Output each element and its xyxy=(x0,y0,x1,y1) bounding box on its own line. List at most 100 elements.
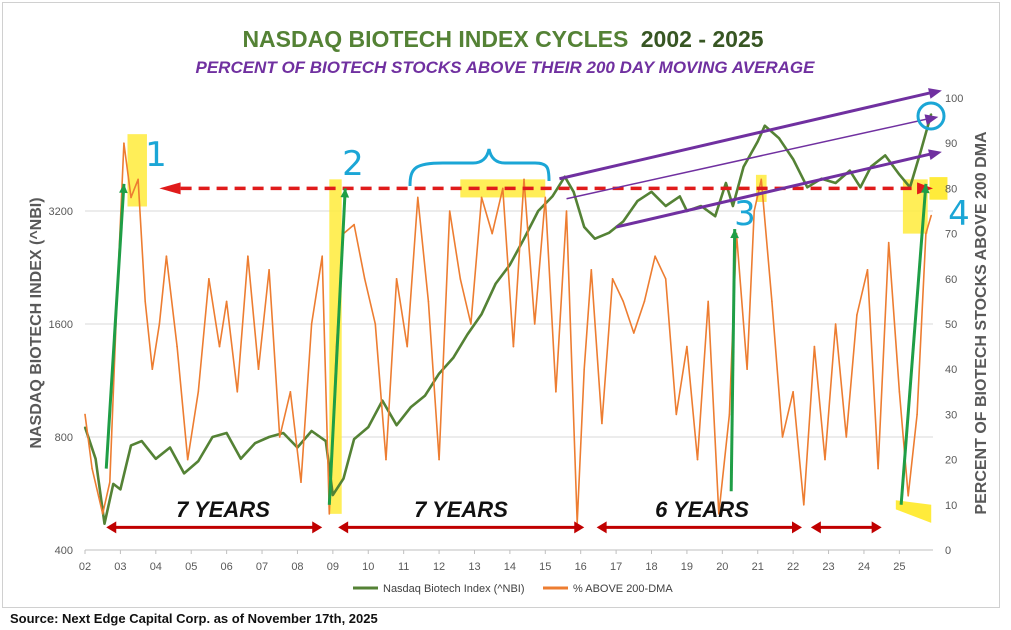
nbi-point xyxy=(583,226,586,228)
green-arrowhead xyxy=(730,229,739,239)
x-tick-label: 16 xyxy=(575,561,587,573)
nbi-point xyxy=(551,195,554,198)
pct-point xyxy=(633,332,635,334)
nbi-point xyxy=(898,173,901,176)
pct-point xyxy=(137,178,139,181)
x-tick-label: 14 xyxy=(504,561,516,573)
pct-point xyxy=(771,300,773,303)
cycle-arrowhead-left xyxy=(338,521,349,534)
nbi-point xyxy=(84,426,86,428)
cycle-arrowhead-right xyxy=(312,521,323,534)
chart-svg: NASDAQ BIOTECH INDEX CYCLES 2002 - 2025 … xyxy=(28,26,990,595)
cycle-label-3: 6 YEARS xyxy=(655,497,749,522)
x-tick-label: 05 xyxy=(185,561,197,573)
pct-point xyxy=(151,368,154,371)
y-left-tick: 800 xyxy=(55,432,73,444)
nbi-point xyxy=(778,137,780,140)
cycle-arrowhead-left xyxy=(106,521,117,534)
pct-point xyxy=(781,436,784,438)
nbi-point xyxy=(756,140,759,143)
pct-point xyxy=(406,345,409,348)
pct-point xyxy=(925,232,927,235)
pct-point xyxy=(470,323,472,325)
pct-point xyxy=(802,504,805,506)
pct-point xyxy=(427,300,430,303)
y-left-tick: 400 xyxy=(55,545,73,557)
pct-point xyxy=(247,255,249,257)
green-up-arrow xyxy=(327,188,347,505)
pct-point xyxy=(845,436,848,438)
yellow-highlights xyxy=(127,134,948,523)
trend-arrowhead xyxy=(924,114,939,125)
pct-point xyxy=(622,300,624,303)
pct-point xyxy=(395,278,398,280)
pct-point xyxy=(887,241,890,244)
x-tick-label: 09 xyxy=(327,561,339,573)
pct-point xyxy=(898,391,901,393)
x-tick-label: 03 xyxy=(114,561,126,573)
pct-point xyxy=(417,196,419,199)
y-right-tick: 60 xyxy=(945,274,957,286)
pct-point xyxy=(197,391,200,393)
nbi-point xyxy=(834,182,837,184)
nbi-point xyxy=(155,457,157,460)
cycle-label-1: 7 YEARS xyxy=(176,497,270,522)
x-tick-label: 12 xyxy=(433,561,445,573)
pct-point xyxy=(165,255,168,257)
chart-title-main: NASDAQ BIOTECH INDEX CYCLES xyxy=(242,26,628,52)
pct-point xyxy=(108,481,111,484)
pct-point xyxy=(916,413,918,416)
cycle-label-2: 7 YEARS xyxy=(414,497,508,522)
cycle-arrowhead-left xyxy=(596,521,607,534)
x-tick-label: 25 xyxy=(893,561,905,573)
pct-point xyxy=(717,513,720,515)
y-left-tick: 1600 xyxy=(49,319,73,331)
nbi-point xyxy=(119,488,122,491)
x-tick-label: 13 xyxy=(468,561,480,573)
x-tick-label: 22 xyxy=(787,561,799,573)
trend-channel-line xyxy=(566,117,933,200)
x-tick-label: 21 xyxy=(752,561,764,573)
chart-frame: NASDAQ BIOTECH INDEX CYCLES 2002 - 2025 … xyxy=(2,2,1000,608)
nbi-point xyxy=(183,472,185,475)
pct-point xyxy=(907,494,910,497)
trend-arrowhead xyxy=(928,149,942,161)
nbi-point xyxy=(664,205,667,207)
nbi-point xyxy=(919,151,922,153)
nbi-point xyxy=(930,113,933,115)
pct-point xyxy=(218,345,221,348)
nbi-point xyxy=(112,483,115,485)
nbi-point xyxy=(806,186,809,189)
reference-arrow-left xyxy=(159,182,181,195)
nbi-point xyxy=(636,200,639,202)
chart-subtitle: PERCENT OF BIOTECH STOCKS ABOVE THEIR 20… xyxy=(195,58,815,77)
pct-point xyxy=(930,214,933,217)
source-note: Source: Next Edge Capital Corp. as of No… xyxy=(10,611,378,626)
y-right-tick: 50 xyxy=(945,319,957,331)
pct-point xyxy=(91,467,93,470)
nbi-point xyxy=(254,442,256,445)
pct-point xyxy=(101,513,104,515)
nbi-point xyxy=(480,313,483,315)
pct-point xyxy=(611,278,614,280)
x-tick-label: 18 xyxy=(645,561,657,573)
pct-point xyxy=(696,458,699,461)
pct-point xyxy=(208,278,210,280)
pct-point xyxy=(664,278,667,280)
green-up-arrow xyxy=(899,183,928,505)
nbi-point xyxy=(650,190,653,193)
pct-point xyxy=(158,323,161,325)
green-arrowhead xyxy=(920,183,930,194)
cycle-arrowhead-right xyxy=(574,521,585,534)
pct-point xyxy=(225,300,228,303)
nbi-point xyxy=(452,357,455,359)
nbi-point xyxy=(103,522,106,525)
nbi-point xyxy=(622,220,624,223)
nbi-point xyxy=(324,440,327,442)
x-tick-label: 10 xyxy=(362,561,374,573)
pct-point xyxy=(385,458,387,461)
pct-point xyxy=(130,196,132,199)
hand-number: 4 xyxy=(948,194,970,234)
cycle-arrowhead-right xyxy=(871,521,882,534)
nbi-point xyxy=(572,190,575,193)
